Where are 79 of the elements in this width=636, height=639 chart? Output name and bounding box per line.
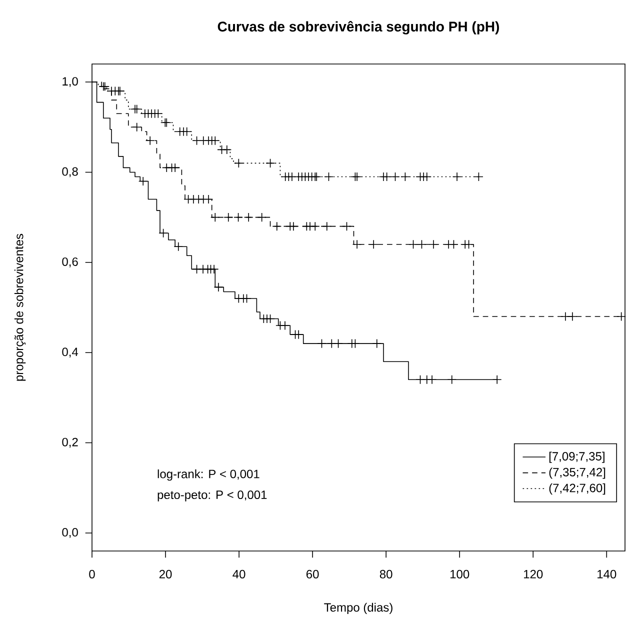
point bbox=[266, 158, 275, 168]
legend-label: (7,42;7,60] bbox=[549, 483, 606, 495]
point bbox=[272, 222, 282, 231]
y-tick-label: 0,0 bbox=[62, 528, 78, 538]
point bbox=[327, 338, 336, 348]
point bbox=[192, 264, 202, 274]
point bbox=[234, 158, 244, 168]
point bbox=[192, 136, 202, 146]
point bbox=[280, 320, 290, 330]
point bbox=[382, 172, 392, 182]
point bbox=[352, 172, 362, 182]
point bbox=[416, 374, 425, 384]
point bbox=[352, 240, 362, 250]
x-tick-label: 20 bbox=[159, 570, 172, 578]
point bbox=[422, 172, 432, 182]
point bbox=[324, 172, 334, 182]
y-tick-label: 0,2 bbox=[62, 438, 78, 448]
point bbox=[317, 338, 326, 348]
point bbox=[568, 312, 578, 322]
point bbox=[492, 374, 502, 384]
point bbox=[342, 222, 352, 231]
legend-label: [7,09;7,35] bbox=[549, 452, 604, 463]
point bbox=[234, 212, 243, 222]
point bbox=[428, 240, 438, 250]
point bbox=[560, 312, 570, 322]
point bbox=[368, 240, 378, 250]
x-tick-label: 0 bbox=[89, 570, 95, 578]
point bbox=[400, 172, 410, 182]
point bbox=[616, 312, 626, 322]
point bbox=[154, 108, 163, 118]
point bbox=[182, 126, 192, 136]
y-tick-label: 0,8 bbox=[62, 167, 78, 178]
point bbox=[474, 172, 484, 182]
point bbox=[145, 136, 155, 146]
point bbox=[257, 212, 266, 222]
x-tick-label: 60 bbox=[306, 570, 319, 578]
point bbox=[287, 172, 297, 182]
point bbox=[464, 240, 474, 250]
point bbox=[210, 212, 220, 222]
point bbox=[350, 172, 360, 182]
point bbox=[138, 176, 148, 186]
point bbox=[408, 240, 418, 250]
point bbox=[174, 242, 184, 252]
point bbox=[452, 172, 462, 182]
point bbox=[204, 194, 214, 204]
point bbox=[224, 212, 234, 222]
point bbox=[310, 222, 320, 231]
point bbox=[170, 163, 180, 172]
point bbox=[214, 282, 224, 292]
point bbox=[158, 228, 168, 238]
x-tick-label: 40 bbox=[232, 570, 246, 578]
annotation: peto-peto: P < 0,001 bbox=[158, 490, 267, 502]
x-tick-label: 120 bbox=[524, 570, 543, 578]
point bbox=[266, 314, 275, 324]
y-tick-label: 1,0 bbox=[62, 77, 78, 87]
point bbox=[322, 222, 332, 231]
legend-label: (7,35;7,42] bbox=[549, 468, 606, 479]
point bbox=[209, 264, 219, 274]
point bbox=[372, 338, 382, 348]
point bbox=[288, 222, 298, 231]
x-tick-label: 140 bbox=[598, 570, 616, 578]
y-axis-title: proporção de sobreviventes bbox=[14, 234, 26, 381]
point bbox=[350, 338, 360, 348]
point bbox=[244, 212, 254, 222]
chart-title: Curvas de sobrevivência segundo PH (pH) bbox=[218, 20, 499, 34]
point bbox=[417, 240, 426, 250]
point bbox=[210, 136, 220, 146]
point bbox=[222, 145, 232, 154]
point bbox=[132, 122, 142, 132]
y-tick-label: 0,6 bbox=[62, 257, 78, 268]
x-tick-label: 80 bbox=[380, 570, 392, 578]
annotation: log-rank: P < 0,001 bbox=[158, 469, 260, 481]
y-tick-label: 0,4 bbox=[62, 348, 78, 358]
point bbox=[334, 338, 343, 348]
point bbox=[449, 240, 458, 250]
x-tick-label: 100 bbox=[450, 570, 470, 578]
point bbox=[447, 374, 457, 384]
x-axis-title: Tempo (dias) bbox=[324, 602, 392, 614]
point bbox=[390, 172, 400, 182]
